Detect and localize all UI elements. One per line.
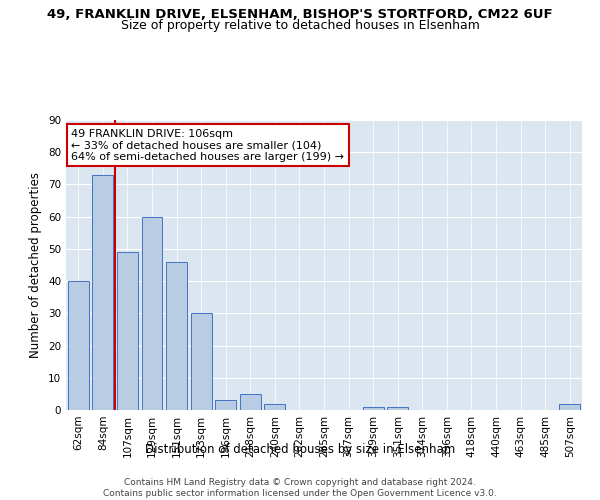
Text: Distribution of detached houses by size in Elsenham: Distribution of detached houses by size … bbox=[145, 442, 455, 456]
Bar bbox=[191, 314, 212, 410]
Bar bbox=[265, 404, 286, 410]
Bar bbox=[362, 407, 383, 410]
Bar bbox=[559, 404, 580, 410]
Text: Contains HM Land Registry data © Crown copyright and database right 2024.
Contai: Contains HM Land Registry data © Crown c… bbox=[103, 478, 497, 498]
Text: 49 FRANKLIN DRIVE: 106sqm
← 33% of detached houses are smaller (104)
64% of semi: 49 FRANKLIN DRIVE: 106sqm ← 33% of detac… bbox=[71, 128, 344, 162]
Bar bbox=[240, 394, 261, 410]
Bar bbox=[166, 262, 187, 410]
Bar bbox=[387, 407, 408, 410]
Bar bbox=[142, 216, 163, 410]
Bar bbox=[68, 281, 89, 410]
Text: 49, FRANKLIN DRIVE, ELSENHAM, BISHOP'S STORTFORD, CM22 6UF: 49, FRANKLIN DRIVE, ELSENHAM, BISHOP'S S… bbox=[47, 8, 553, 20]
Text: Size of property relative to detached houses in Elsenham: Size of property relative to detached ho… bbox=[121, 19, 479, 32]
Y-axis label: Number of detached properties: Number of detached properties bbox=[29, 172, 43, 358]
Bar bbox=[92, 175, 113, 410]
Bar bbox=[215, 400, 236, 410]
Bar bbox=[117, 252, 138, 410]
